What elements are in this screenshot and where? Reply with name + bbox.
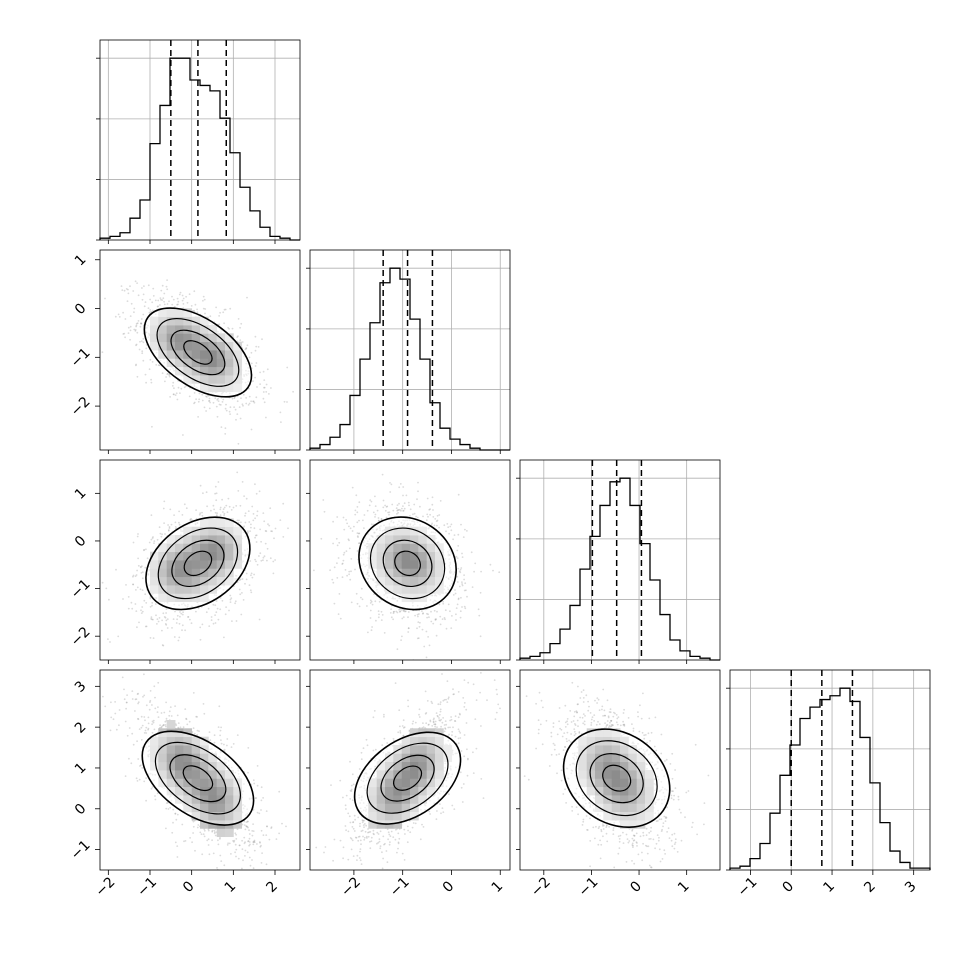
scatter-panel-1-3 [309, 669, 511, 871]
x-tick-label: −2 [93, 874, 119, 900]
x-tick-label: −1 [735, 874, 761, 900]
histogram-step-line [309, 267, 510, 451]
y-tick-label: 0 [72, 533, 90, 551]
y-tick-label: −1 [68, 576, 94, 602]
contour-level-0 [145, 516, 251, 611]
x-tick-label: 0 [180, 878, 198, 896]
x-tick-label: −2 [528, 874, 554, 900]
x-tick-label: 0 [780, 878, 798, 896]
contour-level-2 [382, 539, 433, 588]
contour-level-1 [156, 317, 240, 387]
x-tick-label: −1 [387, 874, 413, 900]
histogram-panel-2 [516, 459, 721, 661]
contour-level-0 [562, 728, 671, 828]
x-tick-label: −2 [338, 874, 364, 900]
x-tick-label: 2 [861, 878, 879, 896]
y-tick-label: 0 [72, 801, 90, 819]
scatter-panel-0-2 [99, 459, 301, 661]
panel-frame [309, 249, 511, 451]
x-tick-label: 1 [489, 878, 507, 896]
histogram-step-line [519, 477, 720, 661]
contour-level-0 [143, 307, 253, 398]
contour-level-0 [141, 730, 255, 826]
panel-frame [729, 669, 931, 871]
y-tick-label: 3 [72, 678, 90, 696]
panel-frame [99, 249, 301, 451]
panel-frame [99, 669, 301, 871]
x-tick-label: 3 [902, 878, 920, 896]
contour-level-3 [183, 340, 213, 365]
y-tick-label: −2 [68, 394, 94, 420]
contour-level-0 [358, 516, 457, 611]
panel-frame [519, 459, 721, 661]
x-tick-label: 0 [440, 878, 458, 896]
contour-level-1 [154, 741, 242, 815]
panel-frame [309, 459, 511, 661]
grid-lines [310, 250, 510, 450]
contour-level-2 [380, 754, 435, 802]
panel-frame [309, 669, 511, 871]
x-tick-label: 1 [675, 878, 693, 896]
contour-level-1 [157, 527, 239, 600]
y-tick-label: −1 [68, 345, 94, 371]
contour-level-3 [393, 765, 423, 791]
y-tick-label: 1 [72, 485, 90, 503]
y-tick-label: −2 [68, 624, 94, 650]
contour-level-3 [183, 550, 213, 577]
histogram-panel-0 [96, 39, 301, 241]
contour-level-2 [170, 329, 226, 376]
grid-lines [100, 40, 300, 240]
contour-level-1 [369, 527, 446, 600]
contour-level-2 [171, 539, 225, 588]
grid-lines [730, 670, 930, 870]
scatter-panel-2-3 [519, 669, 721, 871]
scatter-panel-0-3 [99, 669, 301, 871]
panel-frame [519, 669, 721, 871]
x-tick-label: −1 [576, 874, 602, 900]
contour-level-3 [182, 765, 214, 792]
histogram-panel-3 [726, 669, 931, 871]
contour-level-1 [366, 742, 449, 814]
y-tick-label: 2 [72, 719, 90, 737]
contour-level-2 [169, 754, 227, 803]
y-tick-label: 1 [72, 760, 90, 778]
y-tick-label: 0 [72, 300, 90, 318]
histogram-step-line [729, 687, 931, 870]
panel-frame [99, 459, 301, 661]
y-tick-label: −1 [68, 837, 94, 863]
contour-level-0 [353, 731, 462, 825]
histogram-step-line [99, 57, 300, 241]
contour-level-2 [589, 753, 644, 804]
x-tick-label: 0 [627, 878, 645, 896]
panel-frame [99, 39, 301, 241]
x-tick-label: 1 [820, 878, 838, 896]
contour-level-1 [575, 740, 658, 817]
scatter-panel-1-2 [309, 459, 511, 661]
contour-level-3 [602, 764, 632, 792]
x-tick-label: 2 [263, 878, 281, 896]
grid-lines [520, 460, 720, 660]
scatter-panel-0-1 [99, 249, 301, 451]
x-tick-label: −1 [134, 874, 160, 900]
contour-level-3 [394, 550, 421, 577]
x-tick-label: 1 [222, 878, 240, 896]
histogram-panel-1 [306, 249, 511, 451]
y-tick-label: 1 [72, 252, 90, 270]
